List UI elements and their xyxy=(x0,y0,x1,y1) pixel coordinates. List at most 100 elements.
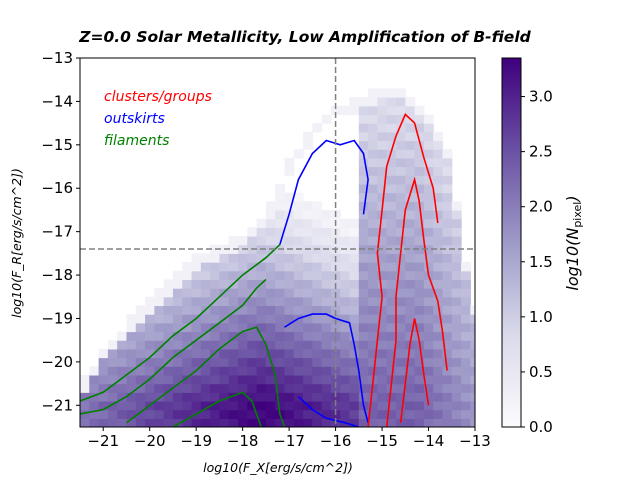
heat-cell xyxy=(163,392,174,402)
heat-cell xyxy=(303,340,313,350)
heat-cell xyxy=(293,192,304,202)
heat-cell xyxy=(238,288,248,298)
y-axis-ticks: −21 −20 −19 −18 −17 −16 −15 −14 −13 xyxy=(41,49,80,414)
heat-cell xyxy=(126,374,137,385)
heat-cell xyxy=(405,192,416,202)
heat-cell xyxy=(172,279,183,289)
heat-cell xyxy=(200,262,211,272)
heat-cell xyxy=(368,331,379,341)
heat-cell xyxy=(265,331,276,341)
heat-cell xyxy=(414,105,425,116)
heat-cell xyxy=(238,305,248,315)
heat-cell xyxy=(349,253,360,263)
heat-cell xyxy=(275,331,286,341)
heat-cell xyxy=(442,314,453,324)
heat-cell xyxy=(200,288,211,298)
heat-cell xyxy=(461,262,471,272)
heat-cell xyxy=(340,314,351,324)
heat-cell xyxy=(256,227,267,237)
heat-cell xyxy=(358,392,369,402)
heat-cell xyxy=(451,348,462,359)
heat-cell xyxy=(433,409,444,419)
heat-cell xyxy=(275,227,286,237)
heat-cell xyxy=(219,253,230,263)
heat-cell xyxy=(154,392,165,402)
heat-cell xyxy=(368,123,379,133)
heat-cell xyxy=(275,183,286,194)
heat-cell xyxy=(358,201,369,211)
heat-cell xyxy=(89,409,100,419)
heat-cell xyxy=(423,348,434,359)
heat-cell xyxy=(451,366,462,376)
heat-cell xyxy=(135,314,146,324)
heat-cell xyxy=(358,253,369,263)
heat-cell xyxy=(349,305,360,315)
heat-cell xyxy=(349,357,360,367)
heat-cell xyxy=(386,114,397,124)
heat-cell xyxy=(228,340,239,350)
heat-cell xyxy=(349,105,360,116)
heat-cell xyxy=(284,288,295,298)
heat-cell xyxy=(163,279,174,289)
heat-cell xyxy=(470,366,475,376)
heat-cell xyxy=(126,400,137,411)
heat-cell xyxy=(107,400,118,411)
heat-cell xyxy=(126,314,137,324)
heat-cell xyxy=(312,201,323,211)
heat-cell xyxy=(349,383,360,393)
heat-cell xyxy=(405,123,416,133)
x-tick-label: −14 xyxy=(413,432,445,450)
heat-cell xyxy=(321,270,332,280)
heat-cell xyxy=(182,270,193,280)
heat-cell xyxy=(247,383,258,393)
heat-cell xyxy=(172,314,183,324)
heat-cell xyxy=(89,366,100,376)
heat-cell xyxy=(219,392,230,402)
heat-cell xyxy=(414,123,425,133)
heat-cell xyxy=(126,322,137,333)
y-axis-label: log10(F_R[erg/s/cm^2]) xyxy=(9,168,24,318)
heat-cell xyxy=(349,97,360,107)
heat-cell xyxy=(163,314,174,324)
heat-cell xyxy=(219,357,230,367)
heat-cell xyxy=(247,227,258,237)
heat-cell xyxy=(200,279,211,289)
heat-cell xyxy=(423,149,434,159)
heat-cell xyxy=(89,374,100,385)
heat-cell xyxy=(330,331,341,341)
heat-cell xyxy=(386,201,397,211)
heat-cell xyxy=(126,392,137,402)
heat-cell xyxy=(256,409,267,419)
heat-cell xyxy=(321,279,332,289)
heat-cell xyxy=(284,279,295,289)
heat-cell xyxy=(368,157,379,168)
heat-cell xyxy=(117,400,128,411)
heat-cell xyxy=(396,157,406,168)
heat-cell xyxy=(340,348,351,359)
heat-cell xyxy=(405,409,416,419)
heat-cell xyxy=(423,262,434,272)
heat-cell xyxy=(321,340,332,350)
heat-cell xyxy=(340,253,351,263)
heat-cell xyxy=(405,331,416,341)
heat-cell xyxy=(442,288,453,298)
heat-cell xyxy=(107,418,118,427)
heat-cell xyxy=(321,227,332,237)
heat-cell xyxy=(210,340,221,350)
heat-cell xyxy=(228,305,239,315)
heat-cell xyxy=(442,192,453,202)
heat-cell xyxy=(368,183,379,194)
heat-cell xyxy=(293,357,304,367)
heat-cell xyxy=(172,340,183,350)
heat-cell xyxy=(405,418,416,427)
heat-cell xyxy=(247,305,258,315)
heat-cell xyxy=(293,296,304,307)
heat-cell xyxy=(330,357,341,367)
heat-cell xyxy=(312,253,323,263)
heat-cell xyxy=(238,235,248,246)
heat-cell xyxy=(414,374,425,385)
heat-cell xyxy=(135,418,146,427)
heat-cell xyxy=(145,340,155,350)
heat-cell xyxy=(172,374,183,385)
heat-cell xyxy=(284,366,295,376)
